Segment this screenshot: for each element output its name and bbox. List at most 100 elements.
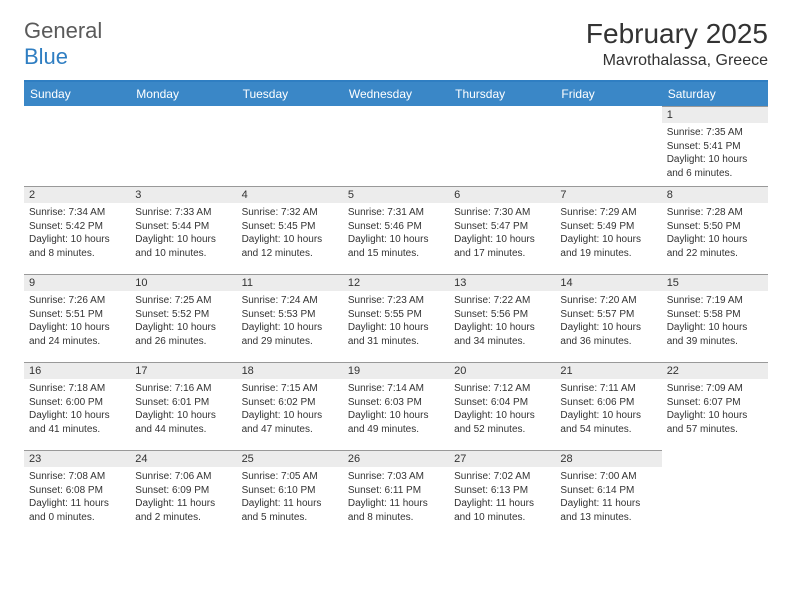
day-details: Sunrise: 7:09 AMSunset: 6:07 PMDaylight:… xyxy=(662,379,768,442)
day-cell: 19Sunrise: 7:14 AMSunset: 6:03 PMDayligh… xyxy=(343,362,449,450)
empty-cell xyxy=(449,106,555,186)
date-number: 12 xyxy=(343,274,449,291)
daylight-text: Daylight: 11 hours and 10 minutes. xyxy=(454,497,550,524)
sunset-text: Sunset: 6:11 PM xyxy=(348,484,444,498)
week-row: 16 Sunrise: 7:18 AMSunset: 6:00 PM Dayligh… xyxy=(24,362,768,450)
date-number: 17 xyxy=(130,362,236,379)
day-cell: 16Sunrise: 7:18 AMSunset: 6:00 PMDayligh… xyxy=(24,362,130,450)
day-cell: 3Sunrise: 7:33 AMSunset: 5:44 PMDaylight… xyxy=(130,186,236,274)
sunset-text: Sunset: 5:58 PM xyxy=(667,308,763,322)
date-number: 5 xyxy=(343,186,449,203)
weekday-header: Monday xyxy=(130,82,236,106)
daylight-text: Daylight: 10 hours and 36 minutes. xyxy=(560,321,656,348)
daylight-text: Daylight: 10 hours and 17 minutes. xyxy=(454,233,550,260)
location-subtitle: Mavrothalassa, Greece xyxy=(586,52,768,70)
day-cell: 1Sunrise: 7:35 AMSunset: 5:41 PMDaylight… xyxy=(662,106,768,186)
day-details: Sunrise: 7:23 AMSunset: 5:55 PMDaylight:… xyxy=(343,291,449,354)
sunset-text: Sunset: 6:04 PM xyxy=(454,396,550,410)
sunrise-text: Sunrise: 7:05 AM xyxy=(242,470,338,484)
day-details: Sunrise: 7:26 AMSunset: 5:51 PMDaylight:… xyxy=(24,291,130,354)
day-details: Sunrise: 7:24 AMSunset: 5:53 PMDaylight:… xyxy=(237,291,343,354)
sunrise-text: Sunrise: 7:29 AM xyxy=(560,206,656,220)
day-details: Sunrise: 7:11 AMSunset: 6:06 PMDaylight:… xyxy=(555,379,661,442)
sunset-text: Sunset: 6:13 PM xyxy=(454,484,550,498)
sunset-text: Sunset: 6:08 PM xyxy=(29,484,125,498)
daylight-text: Daylight: 11 hours and 0 minutes. xyxy=(29,497,125,524)
day-cell: 26 Sunrise: 7:03 AMSunset: 6:11 PMDayligh… xyxy=(343,450,449,538)
sunset-text: Sunset: 5:45 PM xyxy=(242,220,338,234)
sunset-text: Sunset: 6:00 PM xyxy=(29,396,125,410)
date-number: 16 xyxy=(24,362,130,379)
sunset-text: Sunset: 6:03 PM xyxy=(348,396,444,410)
day-cell: 12Sunrise: 7:23 AMSunset: 5:55 PMDayligh… xyxy=(343,274,449,362)
date-number: 28 xyxy=(555,450,661,467)
sunset-text: Sunset: 5:44 PM xyxy=(135,220,231,234)
sunrise-text: Sunrise: 7:16 AM xyxy=(135,382,231,396)
sunrise-text: Sunrise: 7:00 AM xyxy=(560,470,656,484)
sunset-text: Sunset: 5:41 PM xyxy=(667,140,763,154)
day-details: Sunrise: 7:35 AMSunset: 5:41 PMDaylight:… xyxy=(662,123,768,186)
sunset-text: Sunset: 5:51 PM xyxy=(29,308,125,322)
date-number: 18 xyxy=(237,362,343,379)
empty-cell xyxy=(237,106,343,186)
day-details: Sunrise: 7:20 AMSunset: 5:57 PMDaylight:… xyxy=(555,291,661,354)
brand-word-left: General xyxy=(24,18,102,43)
sunset-text: Sunset: 5:47 PM xyxy=(454,220,550,234)
page-header: General Blue February 2025 Mavrothalassa… xyxy=(0,0,792,78)
day-cell: 28Sunrise: 7:00 AMSunset: 6:14 PMDayligh… xyxy=(555,450,661,538)
day-cell: 22Sunrise: 7:09 AMSunset: 6:07 PMDayligh… xyxy=(662,362,768,450)
sunset-text: Sunset: 5:53 PM xyxy=(242,308,338,322)
sunrise-text: Sunrise: 7:11 AM xyxy=(560,382,656,396)
daylight-text: Daylight: 10 hours and 10 minutes. xyxy=(135,233,231,260)
daylight-text: Daylight: 10 hours and 47 minutes. xyxy=(242,409,338,436)
sunset-text: Sunset: 6:10 PM xyxy=(242,484,338,498)
sunrise-text: Sunrise: 7:32 AM xyxy=(242,206,338,220)
day-details: Sunrise: 7:28 AMSunset: 5:50 PMDaylight:… xyxy=(662,203,768,266)
day-cell: 15Sunrise: 7:19 AMSunset: 5:58 PMDayligh… xyxy=(662,274,768,362)
sunset-text: Sunset: 6:01 PM xyxy=(135,396,231,410)
daylight-text: Daylight: 10 hours and 57 minutes. xyxy=(667,409,763,436)
date-number: 26 xyxy=(343,450,449,467)
daylight-text: Daylight: 10 hours and 24 minutes. xyxy=(29,321,125,348)
date-number: 10 xyxy=(130,274,236,291)
sunset-text: Sunset: 5:50 PM xyxy=(667,220,763,234)
day-details: Sunrise: 7:12 AMSunset: 6:04 PMDaylight:… xyxy=(449,379,555,442)
day-details: Sunrise: 7:19 AMSunset: 5:58 PMDaylight:… xyxy=(662,291,768,354)
date-number: 8 xyxy=(662,186,768,203)
daylight-text: Daylight: 11 hours and 2 minutes. xyxy=(135,497,231,524)
daylight-text: Daylight: 10 hours and 44 minutes. xyxy=(135,409,231,436)
day-cell: 27Sunrise: 7:02 AMSunset: 6:13 PMDayligh… xyxy=(449,450,555,538)
day-details: Sunrise: 7:00 AMSunset: 6:14 PMDaylight:… xyxy=(555,467,661,530)
daylight-text: Daylight: 10 hours and 29 minutes. xyxy=(242,321,338,348)
weekday-header: Friday xyxy=(555,82,661,106)
date-number: 27 xyxy=(449,450,555,467)
date-number: 2 xyxy=(24,186,130,203)
day-details: Sunrise: 7:29 AMSunset: 5:49 PMDaylight:… xyxy=(555,203,661,266)
sunset-text: Sunset: 5:55 PM xyxy=(348,308,444,322)
day-cell: 7Sunrise: 7:29 AMSunset: 5:49 PMDaylight… xyxy=(555,186,661,274)
day-cell: 4Sunrise: 7:32 AMSunset: 5:45 PMDaylight… xyxy=(237,186,343,274)
day-cell: 2Sunrise: 7:34 AMSunset: 5:42 PMDaylight… xyxy=(24,186,130,274)
sunset-text: Sunset: 5:52 PM xyxy=(135,308,231,322)
day-cell: 14Sunrise: 7:20 AMSunset: 5:57 PMDayligh… xyxy=(555,274,661,362)
day-cell: 20Sunrise: 7:12 AMSunset: 6:04 PMDayligh… xyxy=(449,362,555,450)
date-number: 4 xyxy=(237,186,343,203)
daylight-text: Daylight: 10 hours and 49 minutes. xyxy=(348,409,444,436)
empty-cell xyxy=(24,106,130,186)
sunrise-text: Sunrise: 7:22 AM xyxy=(454,294,550,308)
sunrise-text: Sunrise: 7:18 AM xyxy=(29,382,125,396)
day-cell: 24Sunrise: 7:06 AMSunset: 6:09 PMDayligh… xyxy=(130,450,236,538)
sunrise-text: Sunrise: 7:25 AM xyxy=(135,294,231,308)
calendar-grid: SundayMondayTuesdayWednesdayThursdayFrid… xyxy=(24,82,768,538)
day-details: Sunrise: 7:33 AMSunset: 5:44 PMDaylight:… xyxy=(130,203,236,266)
daylight-text: Daylight: 11 hours and 8 minutes. xyxy=(348,497,444,524)
title-block: February 2025 Mavrothalassa, Greece xyxy=(586,18,768,70)
sunset-text: Sunset: 5:56 PM xyxy=(454,308,550,322)
daylight-text: Daylight: 10 hours and 26 minutes. xyxy=(135,321,231,348)
day-cell: 23Sunrise: 7:08 AMSunset: 6:08 PMDayligh… xyxy=(24,450,130,538)
weekday-header: Saturday xyxy=(662,82,768,106)
weekday-header: Wednesday xyxy=(343,82,449,106)
day-cell: 25Sunrise: 7:05 AMSunset: 6:10 PMDayligh… xyxy=(237,450,343,538)
sunrise-text: Sunrise: 7:08 AM xyxy=(29,470,125,484)
sunrise-text: Sunrise: 7:03 AM xyxy=(348,470,444,484)
